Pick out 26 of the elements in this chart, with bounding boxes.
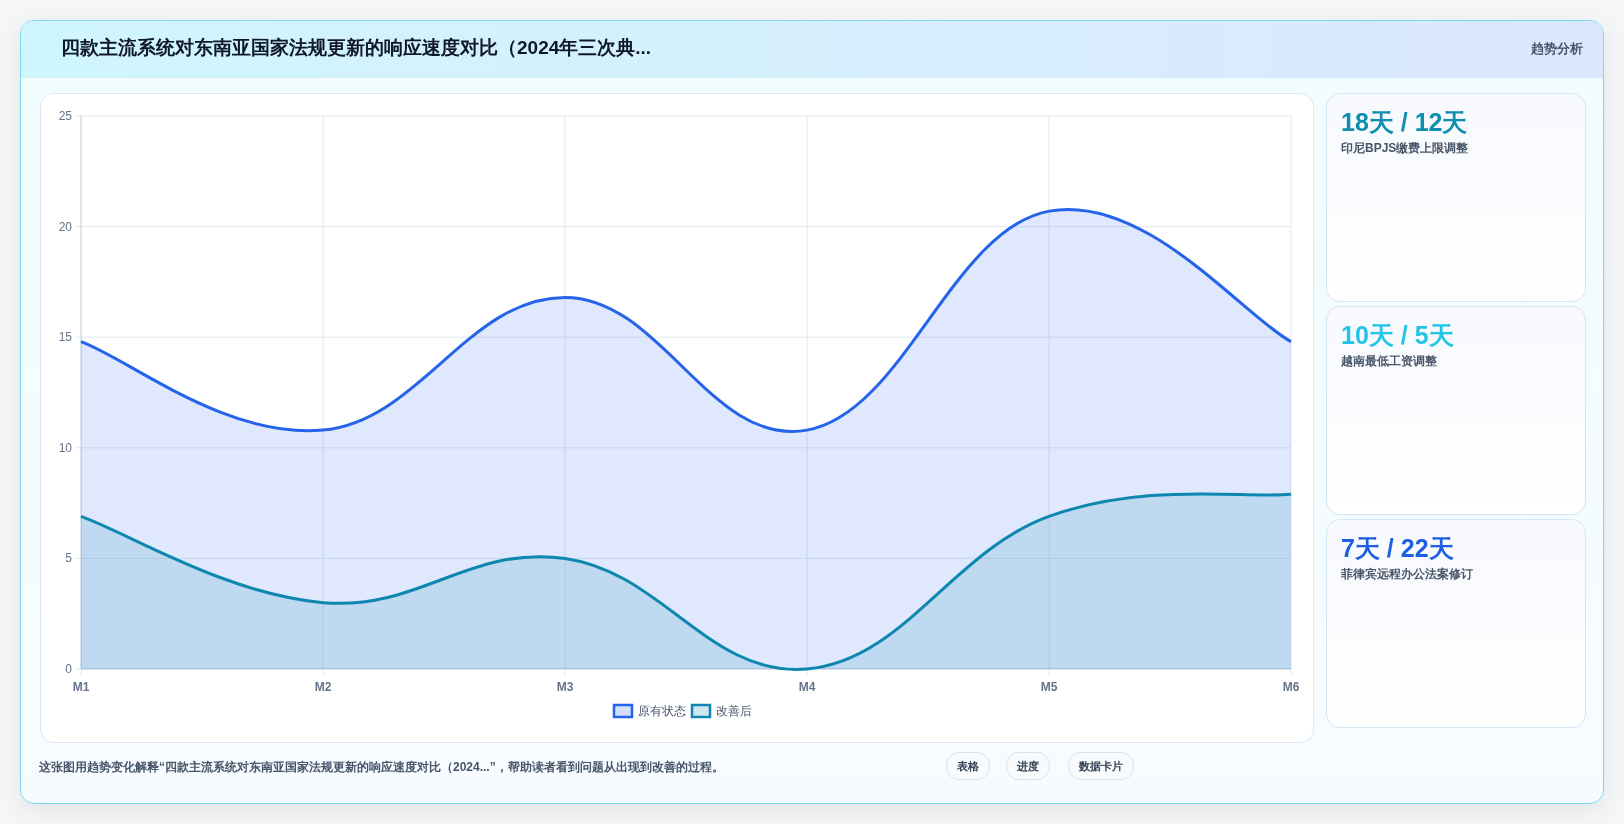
- y-tick-label: 20: [58, 219, 73, 234]
- text: 趋势分析: [1531, 40, 1583, 58]
- legend-label: 原有状态: [638, 704, 686, 718]
- text: 菲律宾远程办公法案修订: [1341, 566, 1473, 583]
- y-tick-label: 25: [58, 109, 73, 123]
- x-tick-label: M1: [72, 680, 90, 694]
- y-tick-label: 0: [65, 662, 73, 676]
- y-tick-label: 10: [58, 440, 73, 455]
- x-tick-label: M4: [798, 680, 816, 694]
- chart-title: 四款主流系统对东南亚国家法规更新的响应速度对比（2024年三次典...: [61, 36, 652, 60]
- x-tick-label: M6: [1282, 680, 1300, 694]
- text: 7天 / 22天: [1341, 533, 1454, 564]
- y-tick-label: 5: [65, 551, 73, 566]
- text: 10天 / 5天: [1341, 320, 1454, 351]
- text: 这张图用趋势变化解释“四款主流系统对东南亚国家法规更新的响应速度对比（2024...”，帮助读者看到问题从出现到改善的过程。: [39, 759, 724, 776]
- x-tick-label: M2: [314, 680, 332, 694]
- text: 进度: [1006, 752, 1050, 780]
- text: 印尼BPJS缴费上限调整: [1341, 140, 1469, 157]
- text: 越南最低工资调整: [1341, 353, 1437, 370]
- x-tick-label: M5: [1040, 680, 1058, 694]
- y-tick-label: 15: [58, 330, 73, 345]
- text: 18天 / 12天: [1341, 107, 1468, 138]
- text: 表格: [946, 752, 990, 780]
- text: 数据卡片: [1068, 752, 1134, 780]
- x-tick-label: M3: [556, 680, 574, 694]
- legend-label: 改善后: [716, 704, 752, 718]
